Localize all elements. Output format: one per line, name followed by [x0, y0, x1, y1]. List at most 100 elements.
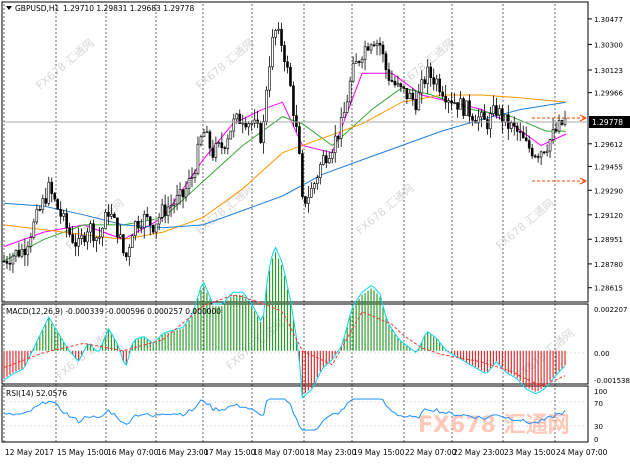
candle-body	[286, 61, 289, 68]
candle-body	[44, 198, 48, 204]
candle-body	[283, 45, 286, 63]
main-panel-frame	[1, 1, 589, 303]
candle-body	[50, 181, 54, 194]
candle-body	[154, 223, 158, 233]
price-tick-label: 1.29966	[594, 90, 623, 98]
candle-body	[316, 177, 319, 184]
candle-body	[521, 132, 525, 139]
candle-body	[295, 115, 298, 127]
candle-body	[453, 102, 456, 104]
macd-panel-frame	[1, 303, 589, 385]
candle-body	[56, 198, 60, 210]
rsi-scale-0: 0	[594, 436, 598, 444]
candle-body	[229, 130, 233, 140]
current-price-tag: 1.29778	[589, 116, 630, 128]
candle-body	[214, 143, 218, 158]
candle-body	[351, 63, 355, 82]
price-tick-label: 1.29455	[594, 163, 623, 171]
price-tick-label: 1.28780	[594, 261, 623, 269]
candle-body	[492, 105, 495, 114]
price-tick-label: 1.29120	[594, 212, 623, 220]
candle-body	[524, 137, 528, 141]
collapse-triangle-icon[interactable]	[6, 6, 12, 10]
current-price-value: 1.29778	[592, 118, 623, 127]
candle-body	[471, 116, 474, 121]
candle-body	[501, 108, 504, 123]
candle-body	[280, 28, 283, 46]
candle-body	[116, 217, 119, 238]
candle-body	[330, 152, 334, 159]
candle-body	[268, 66, 271, 91]
candle-body	[465, 100, 468, 116]
candle-body	[98, 236, 101, 239]
candle-body	[498, 108, 501, 116]
candle-body	[372, 44, 376, 47]
time-tick-label: 18 May 23:00	[305, 448, 357, 457]
time-tick-label: 19 May 15:00	[353, 448, 405, 457]
candle-body	[119, 234, 122, 238]
candle-body	[217, 142, 221, 144]
candle-body	[38, 208, 42, 211]
candle-body	[20, 248, 24, 257]
candle-body	[321, 155, 325, 165]
price-tick-label: 1.29290	[594, 187, 623, 195]
candle-body	[539, 151, 543, 158]
watermark-logo: FX678 汇通网	[418, 413, 570, 438]
candle-body	[277, 28, 280, 31]
candle-body	[107, 211, 110, 217]
candle-body	[223, 147, 227, 149]
candle-body	[205, 131, 209, 134]
candle-body	[414, 99, 418, 111]
price-tick-label: 1.29612	[594, 141, 623, 149]
candle-body	[95, 237, 98, 241]
candle-body	[181, 189, 185, 198]
candle-body	[489, 113, 492, 130]
candle-body	[113, 213, 116, 219]
candle-body	[435, 78, 438, 85]
candlestick-series	[2, 22, 567, 274]
candle-body	[536, 156, 540, 158]
rsi-line	[3, 398, 566, 431]
candle-body	[271, 37, 274, 68]
macd-scale-zero: 0.00	[594, 350, 610, 358]
candle-body	[360, 59, 364, 63]
candle-body	[136, 221, 140, 229]
ohlc-readout: 1.29710 1.29831 1.29683 1.29778	[63, 4, 194, 13]
candle-body	[131, 235, 134, 248]
candle-body	[548, 139, 552, 152]
candle-body	[375, 42, 379, 47]
candle-body	[71, 234, 74, 243]
price-tick-label: 1.30300	[594, 41, 623, 49]
candle-body	[226, 138, 230, 149]
candle-body	[190, 177, 194, 180]
candle-body	[378, 42, 382, 46]
candle-body	[423, 79, 427, 85]
time-tick-label: 16 May 07:00	[107, 448, 159, 457]
time-tick-label: 16 May 23:00	[157, 448, 209, 457]
candle-body	[184, 188, 188, 198]
candle-body	[62, 213, 65, 217]
candle-body	[169, 205, 173, 208]
candle-body	[187, 178, 191, 189]
candle-body	[157, 217, 161, 225]
candle-body	[301, 153, 304, 197]
candle-body	[142, 213, 146, 228]
candle-body	[193, 173, 197, 178]
candle-body	[151, 224, 155, 233]
candle-body	[80, 235, 83, 239]
candle-body	[336, 135, 340, 139]
candle-body	[554, 129, 558, 132]
candle-body	[381, 44, 385, 55]
candle-body	[509, 122, 513, 129]
macd-signal-line	[3, 294, 566, 387]
candle-body	[2, 260, 6, 263]
candle-body	[417, 92, 421, 111]
rsi-scale-100: 100	[594, 388, 607, 396]
candle-body	[459, 98, 462, 110]
candle-body	[530, 147, 534, 157]
candle-body	[238, 113, 242, 124]
candle-body	[139, 227, 143, 229]
candle-body	[289, 66, 292, 87]
candle-body	[384, 53, 388, 71]
